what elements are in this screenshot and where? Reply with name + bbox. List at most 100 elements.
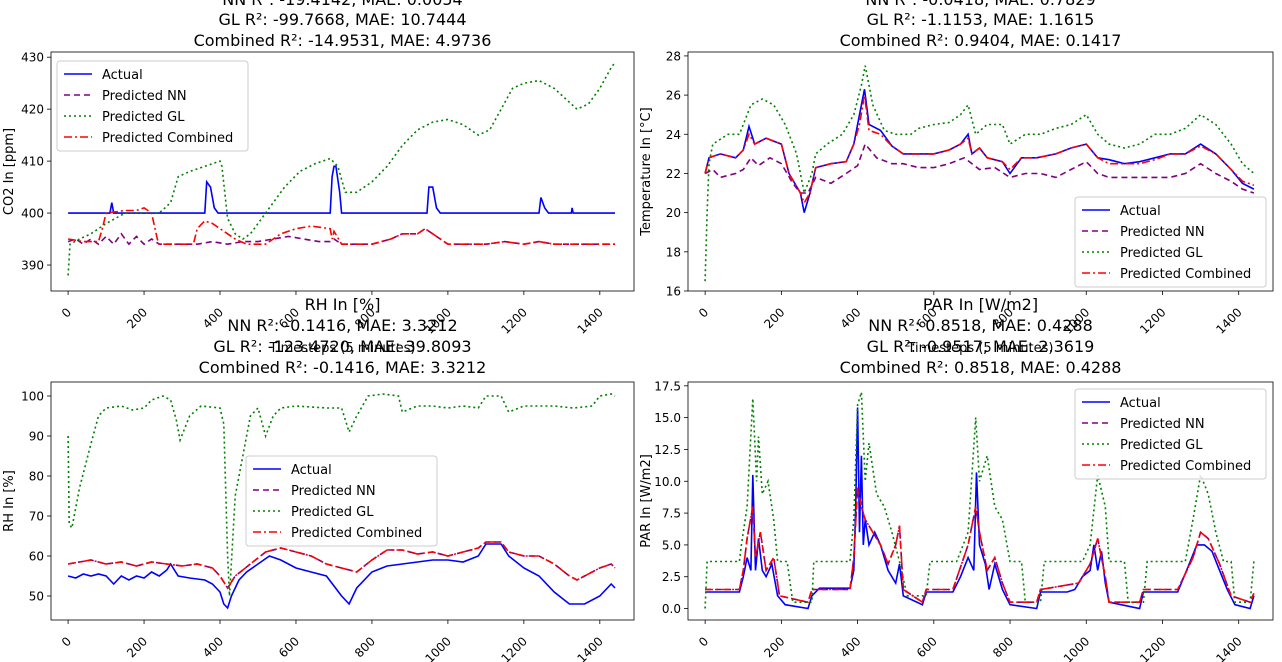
y-tick-label: 420: [21, 103, 44, 117]
x-tick-label: 1400: [574, 634, 605, 662]
x-tick-label: 1200: [498, 305, 529, 336]
legend-label: Predicted GL: [102, 110, 185, 125]
x-tick-label: 200: [761, 305, 787, 331]
legend-label: Predicted NN: [1120, 417, 1205, 432]
legend-box: [245, 455, 438, 547]
series-line-actual: [68, 165, 615, 214]
y-tick-label: 10.0: [654, 475, 681, 489]
legend-label: Predicted NN: [291, 484, 376, 499]
y-tick-label: 60: [29, 550, 44, 564]
chart-title-line: Combined R²: 0.8518, MAE: 0.4288: [840, 358, 1122, 377]
axes-frame: [687, 381, 1274, 621]
y-tick-label: 410: [21, 155, 44, 169]
y-tick-label: 7.5: [662, 507, 681, 521]
y-tick-label: 16: [666, 285, 681, 299]
legend-label: Predicted NN: [102, 89, 187, 104]
series-line-actual: [705, 407, 1255, 610]
series-line-predicted-gl: [704, 391, 1255, 609]
y-axis-label: PAR In [W/m2]: [639, 454, 654, 548]
chart-title-line: Combined R²: 0.9404, MAE: 0.1417: [840, 31, 1122, 50]
y-tick-label: 100: [21, 390, 44, 404]
y-tick-label: 2.5: [662, 570, 681, 584]
y-tick-label: 70: [29, 510, 44, 524]
chart-title-line: NN R²: -19.4142, MAE: 0.0054: [222, 0, 462, 9]
y-tick-label: 28: [666, 49, 681, 63]
x-tick-label: 400: [200, 634, 226, 660]
x-tick-label: 600: [276, 634, 302, 660]
series-line-predicted-combined: [705, 487, 1255, 604]
y-tick-label: 26: [666, 89, 681, 103]
x-tick-label: 1200: [1137, 305, 1168, 336]
y-tick-label: 5.0: [662, 538, 681, 552]
series-line-predicted-nn: [705, 487, 1255, 604]
legend-label: Actual: [1120, 204, 1161, 219]
y-tick-label: 50: [29, 590, 44, 604]
legend-label: Predicted Combined: [1120, 459, 1251, 474]
chart-title-line: GL R²: -99.7668, MAE: 10.7444: [218, 10, 466, 29]
x-tick-label: 1200: [498, 634, 529, 662]
series-line-predicted-combined: [67, 541, 616, 590]
x-tick-label: 600: [914, 634, 940, 660]
series-line-predicted-nn: [67, 541, 616, 590]
x-axis-label: Timesteps (5 minutes): [906, 341, 1053, 356]
legend-box: [56, 60, 249, 152]
y-axis-label: RH In [%]: [2, 470, 17, 532]
x-tick-label: 400: [838, 634, 864, 660]
chart-title-line: NN R²: -0.0418, MAE: 0.7829: [865, 0, 1095, 9]
chart-title-line: Combined R²: -0.1416, MAE: 3.3212: [199, 358, 487, 377]
axes-frame: [687, 51, 1274, 292]
x-tick-label: 1400: [1213, 634, 1244, 662]
y-tick-label: 18: [666, 245, 681, 259]
chart-panel-4: 0.0 2.5 5.0 7.5 10.0 12.5 15.0 17.5 0 200 400 600 80…: [639, 295, 1274, 662]
y-tick-label: 90: [29, 430, 44, 444]
legend-label: Predicted GL: [291, 505, 374, 520]
y-tick-label: 400: [21, 207, 44, 221]
x-tick-label: 1200: [1137, 634, 1168, 662]
series-line-predicted-gl: [67, 393, 616, 597]
legend-label: Predicted GL: [1120, 438, 1203, 453]
legend-label: Predicted Combined: [102, 131, 233, 146]
chart-title-line: GL R²: -0.9517, MAE: 2.3619: [867, 337, 1095, 356]
y-axis-label: CO2 In [ppm]: [2, 128, 17, 215]
legend-label: Predicted NN: [1120, 225, 1205, 240]
y-tick-label: 15.0: [654, 411, 681, 425]
y-tick-label: 390: [21, 259, 44, 273]
series-line-actual: [67, 543, 616, 610]
legend-label: Predicted GL: [1120, 246, 1203, 261]
legend-label: Predicted Combined: [1120, 267, 1251, 282]
series-line-predicted-combined: [704, 94, 1255, 205]
y-tick-label: 22: [666, 167, 681, 181]
y-tick-label: 80: [29, 470, 44, 484]
chart-title-line: GL R²: -123.4720, MAE: 39.8093: [213, 337, 471, 356]
legend-label: Predicted Combined: [291, 526, 422, 541]
x-tick-label: 400: [838, 305, 864, 331]
series-line-predicted-nn: [704, 142, 1255, 194]
y-axis-label: Temperature In [°C]: [639, 107, 654, 236]
series-line-predicted-gl: [67, 61, 616, 276]
x-tick-label: 800: [352, 634, 378, 660]
x-tick-label: 200: [124, 305, 150, 331]
legend-box: [1074, 388, 1267, 480]
chart-title-line: GL R²: -1.1153, MAE: 1.1615: [867, 10, 1095, 29]
x-tick-label: 1400: [1213, 305, 1244, 336]
legend-box: [1074, 196, 1267, 288]
y-tick-label: 17.5: [654, 379, 681, 393]
x-tick-label: 0: [696, 634, 711, 649]
axes-frame: [50, 381, 635, 621]
y-tick-label: 12.5: [654, 443, 681, 457]
axes-frame: [50, 51, 635, 292]
legend-label: Actual: [102, 68, 143, 83]
chart-title-line: RH In [%]: [305, 295, 381, 314]
x-tick-label: 0: [59, 634, 74, 649]
series-line-predicted-combined: [67, 207, 615, 246]
y-tick-label: 20: [666, 206, 681, 220]
x-tick-label: 0: [59, 305, 74, 320]
x-tick-label: 200: [124, 634, 150, 660]
x-tick-label: 0: [696, 305, 711, 320]
y-tick-label: 0.0: [662, 602, 681, 616]
x-tick-label: 800: [990, 634, 1016, 660]
x-tick-label: 400: [200, 305, 226, 331]
x-tick-label: 1000: [423, 634, 454, 662]
